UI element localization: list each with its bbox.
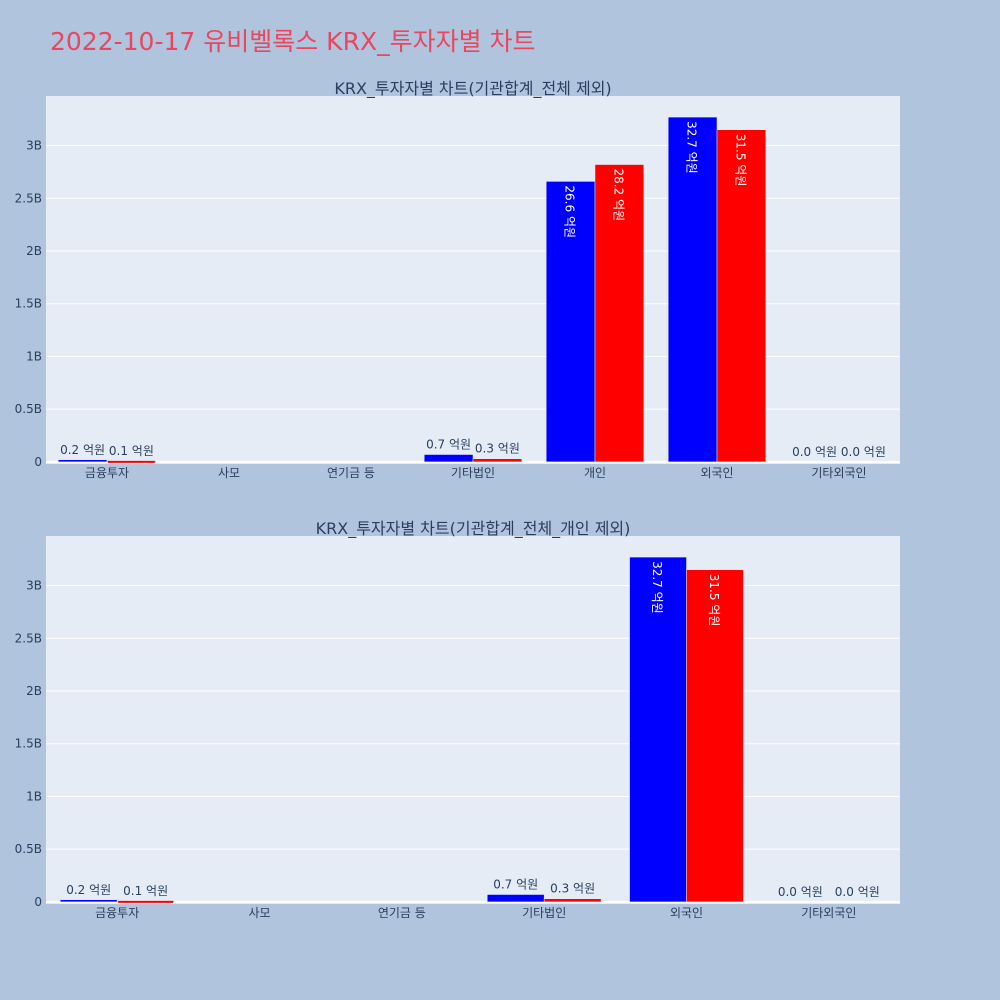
y-tick-label: 1B: [26, 349, 42, 363]
bar-value-label: 0.2 억원: [60, 443, 105, 457]
y-tick-label: 2.5B: [15, 191, 42, 205]
bar: [543, 898, 602, 903]
y-tick-label: 0.5B: [15, 842, 42, 856]
bar-value-label: 31.5 억원: [733, 134, 747, 187]
y-tick-label: 3B: [26, 579, 42, 593]
bar: [716, 129, 767, 463]
bar: [594, 164, 645, 463]
bar: [667, 116, 718, 463]
main-title: 2022-10-17 유비벨록스 KRX_투자자별 차트: [50, 27, 536, 56]
y-tick-label: 0.5B: [15, 402, 42, 416]
bar: [59, 899, 118, 903]
y-tick-label: 2B: [26, 684, 42, 698]
bar: [423, 454, 474, 463]
x-tick-label: 기타법인: [522, 906, 566, 920]
bar-value-label: 0.7 억원: [426, 438, 471, 452]
x-tick-label: 사모: [248, 906, 270, 920]
bar-value-label: 0.3 억원: [550, 882, 595, 896]
y-tick-label: 3B: [26, 139, 42, 153]
bar-value-label: 0.2 억원: [66, 883, 111, 897]
x-tick-label: 금융투자: [85, 466, 129, 480]
y-tick-label: 1.5B: [15, 737, 42, 751]
x-tick-label: 기타법인: [451, 466, 495, 480]
bar-value-label: 32.7 억원: [650, 561, 664, 614]
bar-value-label: 0.0 억원: [841, 445, 886, 459]
bar: [486, 894, 545, 903]
bar: [686, 569, 744, 903]
bar: [545, 181, 596, 463]
x-tick-label: 기타외국인: [811, 466, 866, 480]
x-tick-label: 연기금 등: [378, 906, 426, 920]
bar-value-label: 0.0 억원: [835, 885, 880, 899]
bar-value-label: 0.0 억원: [778, 885, 823, 899]
y-tick-label: 0: [34, 895, 42, 909]
bar-value-label: 32.7 억원: [685, 121, 699, 174]
bar-value-label: 0.3 억원: [475, 442, 520, 456]
bar-value-label: 0.0 억원: [792, 445, 837, 459]
chart-title: KRX_투자자별 차트(기관합계_전체_개인 제외): [316, 519, 631, 539]
y-tick-label: 1.5B: [15, 297, 42, 311]
x-tick-label: 사모: [218, 466, 240, 480]
chart-top: KRX_투자자별 차트(기관합계_전체 제외) 0 0.5B 1B 1.5B 2B 2.5B…: [15, 79, 900, 480]
bar: [57, 459, 108, 463]
bar-value-label: 31.5 억원: [707, 574, 721, 627]
y-tick-label: 2.5B: [15, 631, 42, 645]
bar: [629, 556, 687, 903]
bar-value-label: 26.6 억원: [563, 185, 577, 238]
bar-value-label: 28.2 억원: [611, 169, 625, 222]
x-tick-label: 외국인: [700, 466, 733, 480]
x-tick-label: 금융투자: [95, 906, 139, 920]
y-tick-label: 0: [34, 455, 42, 469]
bar: [472, 458, 523, 463]
x-tick-label: 연기금 등: [327, 466, 375, 480]
y-tick-label: 2B: [26, 244, 42, 258]
x-tick-label: 기타외국인: [801, 906, 856, 920]
chart-title: KRX_투자자별 차트(기관합계_전체 제외): [334, 79, 611, 99]
x-tick-label: 외국인: [670, 906, 703, 920]
bar-value-label: 0.7 억원: [493, 878, 538, 892]
x-tick-label: 개인: [584, 466, 606, 480]
y-tick-label: 1B: [26, 789, 42, 803]
bar-value-label: 0.1 억원: [123, 884, 168, 898]
bar-value-label: 0.1 억원: [109, 444, 154, 458]
plot-area: [46, 536, 900, 904]
chart-bottom: KRX_투자자별 차트(기관합계_전체_개인 제외) 0 0.5B 1B 1.5B 2B 2…: [15, 519, 900, 920]
